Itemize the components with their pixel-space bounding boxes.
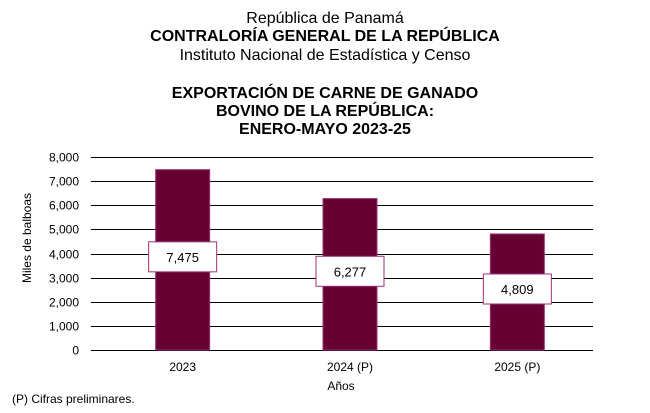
y-tick-label: 6,000	[49, 199, 79, 213]
header-country: República de Panamá	[246, 10, 404, 27]
x-axis-ticks: 2023 2024 (P) 2025 (P)	[169, 360, 540, 374]
header-institute: Instituto Nacional de Estadística y Cens…	[179, 47, 471, 64]
x-tick-label: 2023	[169, 360, 196, 374]
data-label-text: 6,277	[334, 264, 367, 279]
y-axis-label: Miles de balboas	[20, 193, 34, 283]
data-label-text: 4,809	[501, 282, 534, 297]
chart-title-line-3: ENERO-MAYO 2023-25	[239, 121, 411, 138]
data-label: 7,475	[148, 241, 218, 273]
data-label: 6,277	[315, 255, 385, 287]
y-tick-label: 8,000	[49, 151, 79, 165]
x-axis-label: Años	[327, 379, 354, 393]
y-tick-label: 2,000	[49, 296, 79, 310]
chart-title-line-1: EXPORTACIÓN DE CARNE DE GANADO	[171, 85, 479, 102]
chart-title-line-2: BOVINO DE LA REPÚBLICA:	[215, 103, 435, 120]
y-tick-label: 5,000	[49, 223, 79, 237]
data-labels: 7,475 6,277 4,809	[148, 241, 552, 305]
data-label-text: 7,475	[166, 250, 199, 265]
y-axis-ticks: 0 1,000 2,000 3,000 4,000 5,000 6,000 7,000 8,00…	[49, 151, 79, 358]
footnote: (P) Cifras preliminares.	[12, 392, 135, 406]
data-label-box	[315, 255, 385, 287]
data-label: 4,809	[482, 273, 552, 305]
y-tick-label: 4,000	[49, 248, 79, 262]
data-label-box	[482, 273, 552, 305]
header-institution: CONTRALORÍA GENERAL DE LA REPÚBLICA	[150, 28, 500, 45]
x-tick-label: 2025 (P)	[494, 360, 540, 374]
y-tick-label: 0	[72, 344, 79, 358]
y-tick-label: 7,000	[49, 175, 79, 189]
x-tick-label: 2024 (P)	[327, 360, 373, 374]
y-tick-label: 1,000	[49, 320, 79, 334]
data-label-box	[148, 241, 218, 273]
y-tick-label: 3,000	[49, 272, 79, 286]
